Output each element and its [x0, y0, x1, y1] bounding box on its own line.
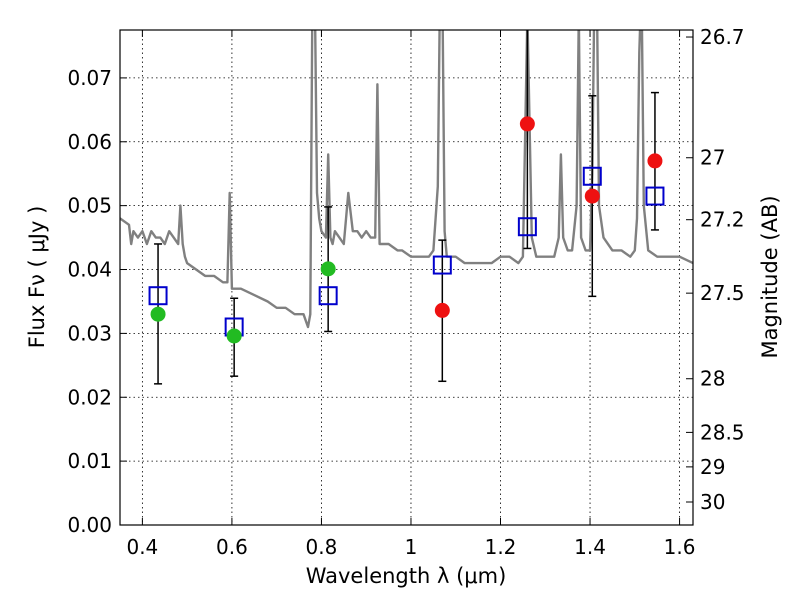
- x-axis-label: Wavelength λ (μm): [306, 564, 507, 588]
- y-axis-label: Flux Fν ( μJy ): [25, 206, 49, 349]
- model-spectrum-line: [120, 30, 693, 329]
- observed-flux-circle-marker: [320, 261, 336, 277]
- y2-tick-label: 28.5: [700, 420, 745, 444]
- x-tick-label: 1.4: [574, 535, 606, 559]
- ticks: 0.4 0.6 0.8 1 1.2 1.4 1.6 0.00 0.01 0.02 0.03 0.04 0…: [67, 25, 744, 559]
- data-layer: [120, 30, 693, 385]
- model-flux-square-marker: [645, 186, 665, 206]
- y2-tick-label: 27.5: [700, 281, 745, 305]
- y2-tick-label: 27.2: [700, 208, 745, 232]
- y2-tick-label: 27: [700, 146, 725, 170]
- y2-axis-label: Magnitude (AB): [758, 195, 782, 358]
- y2-tick-label: 29: [700, 455, 725, 479]
- y-tick-label: 0.02: [67, 385, 112, 409]
- model-flux-square-marker: [318, 286, 338, 306]
- y-tick-label: 0.03: [67, 321, 112, 345]
- y2-tick-label: 28: [700, 367, 725, 391]
- y-tick-label: 0.01: [67, 449, 112, 473]
- y-tick-label: 0.07: [67, 66, 112, 90]
- model-flux-square-marker: [582, 166, 602, 186]
- model-flux-square-marker: [517, 217, 537, 237]
- observed-flux-circle-marker: [519, 116, 535, 132]
- y2-tick-label: 26.7: [700, 25, 745, 49]
- x-tick-label: 0.4: [126, 535, 158, 559]
- y-tick-label: 0.00: [67, 513, 112, 537]
- y-tick-label: 0.06: [67, 130, 112, 154]
- y-tick-label: 0.05: [67, 194, 112, 218]
- observed-flux-circle-marker: [434, 302, 450, 318]
- x-tick-label: 1.2: [485, 535, 517, 559]
- x-tick-label: 0.6: [216, 535, 248, 559]
- plot-frame: [119, 29, 694, 526]
- y2-tick-label: 30: [700, 490, 725, 514]
- x-tick-label: 1.6: [664, 535, 696, 559]
- model-flux-square-marker: [148, 286, 168, 306]
- y-tick-label: 0.04: [67, 258, 112, 282]
- model-flux-square-marker: [432, 255, 452, 275]
- observed-flux-circle-marker: [647, 153, 663, 169]
- observed-flux-circle-marker: [150, 306, 166, 322]
- observed-flux-circle-marker: [584, 188, 600, 204]
- x-tick-label: 0.8: [306, 535, 338, 559]
- x-tick-label: 1: [405, 535, 418, 559]
- observed-flux-circle-marker: [226, 328, 242, 344]
